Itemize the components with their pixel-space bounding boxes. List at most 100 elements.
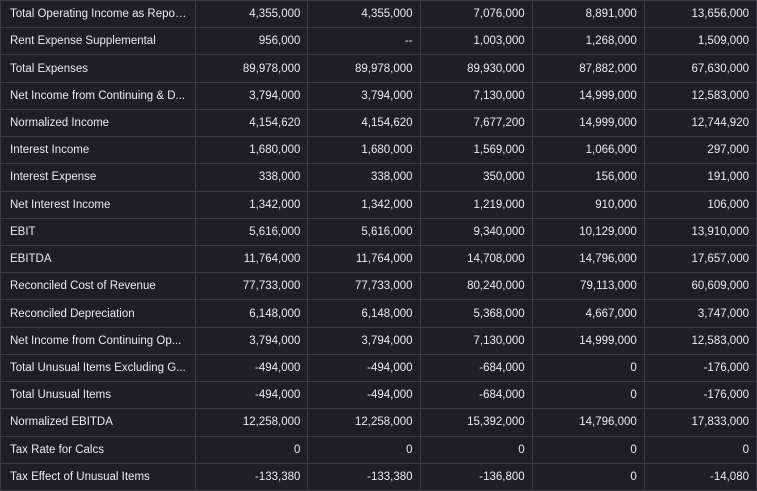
table-cell: 14,708,000 bbox=[419, 244, 533, 274]
table-cell: 3,794,000 bbox=[307, 326, 421, 355]
table-cell: 7,677,200 bbox=[419, 108, 533, 138]
table-cell: -494,000 bbox=[307, 381, 421, 410]
table-cell: 77,733,000 bbox=[195, 272, 309, 301]
table-cell: 0 bbox=[195, 435, 309, 464]
table-cell: 0 bbox=[531, 462, 645, 491]
table-cell: 7,130,000 bbox=[419, 81, 533, 110]
table-cell: 10,129,000 bbox=[531, 217, 645, 246]
row-label: Reconciled Depreciation bbox=[0, 299, 197, 328]
table-cell: 297,000 bbox=[643, 136, 757, 165]
row-label: Rent Expense Supplemental bbox=[0, 27, 197, 56]
row-label: Interest Expense bbox=[0, 163, 197, 192]
table-cell: 1,003,000 bbox=[419, 27, 533, 56]
table-cell: 106,000 bbox=[643, 190, 757, 219]
table-row: Tax Rate for Calcs 0 0 0 0 0 bbox=[0, 435, 757, 464]
table-cell: 4,355,000 bbox=[307, 0, 421, 29]
table-cell: 12,258,000 bbox=[307, 408, 421, 437]
table-cell: 12,583,000 bbox=[643, 81, 757, 110]
row-label: Tax Effect of Unusual Items bbox=[0, 462, 197, 491]
table-cell: 12,258,000 bbox=[195, 408, 309, 437]
table-cell: 1,219,000 bbox=[419, 190, 533, 219]
table-cell: 338,000 bbox=[307, 163, 421, 192]
table-row: Interest Income 1,680,000 1,680,000 1,569,0… bbox=[0, 136, 757, 165]
row-label: Total Unusual Items bbox=[0, 381, 197, 410]
table-cell: -133,380 bbox=[307, 462, 421, 491]
table-cell: 80,240,000 bbox=[419, 272, 533, 301]
row-label: EBIT bbox=[0, 217, 197, 246]
table-cell: -494,000 bbox=[195, 353, 309, 383]
table-cell: -- bbox=[307, 27, 421, 56]
table-cell: 11,764,000 bbox=[307, 244, 421, 274]
table-cell: 1,680,000 bbox=[307, 136, 421, 165]
table-cell: 7,130,000 bbox=[419, 326, 533, 355]
table-cell: 6,148,000 bbox=[307, 299, 421, 328]
table-cell: 0 bbox=[531, 353, 645, 383]
table-cell: 0 bbox=[531, 435, 645, 464]
table-cell: 13,656,000 bbox=[643, 0, 757, 29]
table-cell: -684,000 bbox=[419, 353, 533, 383]
table-cell: 1,342,000 bbox=[195, 190, 309, 219]
table-row: Rent Expense Supplemental 956,000 -- 1,003,… bbox=[0, 27, 757, 56]
table-cell: 15,392,000 bbox=[419, 408, 533, 437]
table-cell: 14,999,000 bbox=[531, 81, 645, 110]
table-cell: 14,999,000 bbox=[531, 108, 645, 138]
table-cell: 17,657,000 bbox=[643, 244, 757, 274]
table-cell: 89,978,000 bbox=[307, 54, 421, 83]
table-row: Reconciled Cost of Revenue 77,733,000 77,7… bbox=[0, 272, 757, 301]
table-cell: 14,796,000 bbox=[531, 244, 645, 274]
row-label: Reconciled Cost of Revenue bbox=[0, 272, 197, 301]
table-cell: 0 bbox=[419, 435, 533, 464]
table-cell: -176,000 bbox=[643, 381, 757, 410]
table-cell: -494,000 bbox=[307, 353, 421, 383]
table-cell: 12,744,920 bbox=[643, 108, 757, 138]
table-cell: 350,000 bbox=[419, 163, 533, 192]
table-cell: 5,616,000 bbox=[307, 217, 421, 246]
table-row: Net Income from Continuing & D... 3,794,0… bbox=[0, 81, 757, 110]
table-cell: 3,794,000 bbox=[195, 81, 309, 110]
row-label: Interest Income bbox=[0, 136, 197, 165]
table-cell: 6,148,000 bbox=[195, 299, 309, 328]
table-cell: 4,667,000 bbox=[531, 299, 645, 328]
table-cell: 9,340,000 bbox=[419, 217, 533, 246]
table-cell: 0 bbox=[643, 435, 757, 464]
table-cell: 5,368,000 bbox=[419, 299, 533, 328]
table-cell: 1,342,000 bbox=[307, 190, 421, 219]
table-cell: 8,891,000 bbox=[531, 0, 645, 29]
table-cell: 1,268,000 bbox=[531, 27, 645, 56]
table-cell: 910,000 bbox=[531, 190, 645, 219]
table-cell: 11,764,000 bbox=[195, 244, 309, 274]
table-row: Normalized Income 4,154,620 4,154,620 7,677… bbox=[0, 108, 757, 138]
table-cell: 89,930,000 bbox=[419, 54, 533, 83]
table-cell: 3,794,000 bbox=[307, 81, 421, 110]
row-label: Tax Rate for Calcs bbox=[0, 435, 197, 464]
row-label: Net Income from Continuing & D... bbox=[0, 81, 197, 110]
table-cell: 956,000 bbox=[195, 27, 309, 56]
table-cell: 79,113,000 bbox=[531, 272, 645, 301]
table-cell: 7,076,000 bbox=[419, 0, 533, 29]
table-cell: -14,080 bbox=[643, 462, 757, 491]
table-cell: 0 bbox=[307, 435, 421, 464]
table-cell: 156,000 bbox=[531, 163, 645, 192]
table-cell: 14,999,000 bbox=[531, 326, 645, 355]
row-label: EBITDA bbox=[0, 244, 197, 274]
table-cell: 89,978,000 bbox=[195, 54, 309, 83]
table-cell: 87,882,000 bbox=[531, 54, 645, 83]
table-cell: 1,569,000 bbox=[419, 136, 533, 165]
table-row: Net Income from Continuing Op... 3,794,00… bbox=[0, 326, 757, 355]
table-cell: 191,000 bbox=[643, 163, 757, 192]
row-label: Net Interest Income bbox=[0, 190, 197, 219]
table-row: Reconciled Depreciation 6,148,000 6,148,00… bbox=[0, 299, 757, 328]
table-cell: -494,000 bbox=[195, 381, 309, 410]
table-cell: -684,000 bbox=[419, 381, 533, 410]
table-cell: 12,583,000 bbox=[643, 326, 757, 355]
table-cell: 77,733,000 bbox=[307, 272, 421, 301]
table-cell: 3,794,000 bbox=[195, 326, 309, 355]
table-cell: 13,910,000 bbox=[643, 217, 757, 246]
row-label: Normalized Income bbox=[0, 108, 197, 138]
table-cell: 4,355,000 bbox=[195, 0, 309, 29]
table-row: Net Interest Income 1,342,000 1,342,000 1,2… bbox=[0, 190, 757, 219]
table-cell: 4,154,620 bbox=[195, 108, 309, 138]
table-cell: 1,066,000 bbox=[531, 136, 645, 165]
table-cell: 5,616,000 bbox=[195, 217, 309, 246]
